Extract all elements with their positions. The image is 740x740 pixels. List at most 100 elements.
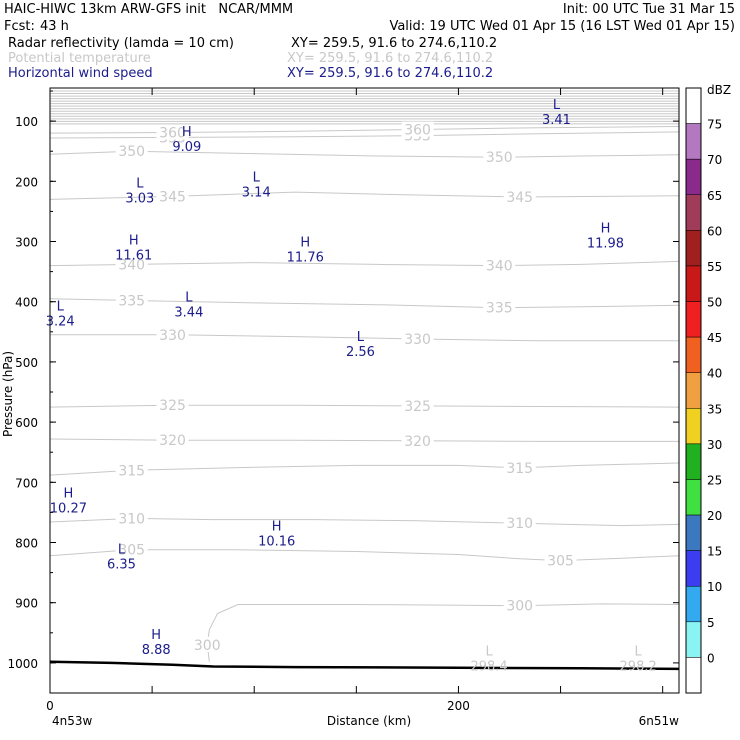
wind-extremum-value: 3.44 [174, 306, 203, 321]
theta-label: 305 [547, 554, 574, 570]
theta-label: 315 [118, 463, 145, 479]
forecast-label: Fcst: [4, 19, 35, 34]
colorbar-label: 55 [707, 260, 722, 274]
valid-time: Valid: 19 UTC Wed 01 Apr 15 (16 LST Wed … [389, 19, 735, 34]
theta-label: 345 [506, 190, 533, 206]
theta-label: 300 [194, 638, 221, 654]
theta-label: 340 [118, 257, 145, 273]
plot-frame [49, 87, 680, 694]
theta-label: 325 [159, 398, 186, 414]
wind-extremum-value: 6.35 [107, 557, 136, 572]
colorbar-label: 35 [707, 402, 722, 416]
colorbar-swatch [685, 194, 702, 231]
theta-label-bg [503, 597, 536, 613]
wind-extremum-letter: H [151, 628, 161, 643]
theta-label: 320 [404, 434, 431, 450]
wind-extremum-value: 10.27 [50, 501, 87, 516]
theta-label-bg [483, 257, 516, 273]
right-endpoint-label: 6n51w [639, 714, 680, 728]
theta-label: 335 [486, 301, 513, 317]
wind-extremum-letter: L [136, 176, 144, 191]
y-tick-label: 900 [15, 597, 38, 611]
theta-label: 360 [159, 126, 186, 142]
colorbar-swatch [685, 87, 702, 124]
y-tick-label: 100 [15, 115, 38, 129]
wind-extremum-letter: H [129, 234, 139, 249]
colorbar-unit: dBZ [707, 83, 731, 97]
field2-name: Potential temperature [8, 51, 151, 66]
wind-extremum-value: 8.88 [142, 643, 171, 658]
theta-label-bg [156, 326, 189, 342]
theta-label-bg [156, 124, 189, 140]
colorbar-label: 0 [707, 651, 715, 665]
plot-axes: 100 200 300 400 500 600 700 800 900 1000 0 200 [7, 87, 680, 713]
theta-label-bg [503, 515, 536, 531]
theta-label-bg [115, 462, 148, 478]
wind-extremum-value: 3.03 [125, 191, 154, 206]
colorbar-label: 60 [707, 224, 722, 238]
y-tick-label: 800 [15, 537, 38, 551]
field1-xy: XY= 259.5, 91.6 to 274.6,110.2 [291, 36, 498, 51]
wind-extremum-letter: H [300, 235, 310, 250]
x-tick-label: 200 [447, 699, 470, 713]
wind-extremum-letter: H [272, 519, 282, 534]
wind-extremum-value: 9.09 [172, 140, 201, 155]
theta-label-bg [544, 552, 577, 568]
theta-label: 360 [404, 123, 431, 139]
theta-label: 335 [118, 294, 145, 310]
colorbar-label: 65 [707, 189, 722, 203]
theta-contour-355 [49, 131, 680, 139]
theta-label: 340 [486, 259, 513, 275]
colorbar-swatch [685, 336, 702, 373]
theta-label: 350 [118, 144, 145, 160]
y-tick-label: 200 [15, 175, 38, 189]
colorbar-label: 75 [707, 118, 722, 132]
colorbar-label: 25 [707, 473, 722, 487]
wind-extremum-value: 11.76 [287, 250, 324, 265]
terrain-layer [49, 660, 680, 671]
wind-extremum-value: 3.24 [46, 315, 75, 330]
theta-contour-325 [49, 404, 680, 408]
field3-xy: XY= 259.5, 91.6 to 274.6,110.2 [287, 66, 494, 81]
extrema-markers: H9.09L3.41L3.03L3.14H11.61H11.76H11.98L3… [46, 98, 657, 675]
theta-label-bg [115, 256, 148, 272]
theta-label-bg [115, 541, 148, 557]
theta-label: 310 [118, 511, 145, 527]
colorbar-swatch [685, 443, 702, 480]
forecast-hours: 43 h [40, 19, 69, 34]
wind-extremum-value: 11.61 [115, 249, 152, 264]
y-tick-label: 600 [15, 416, 38, 430]
colorbar-swatch [685, 550, 702, 587]
theta-label-bg [115, 143, 148, 159]
field3-name: Horizontal wind speed [8, 66, 153, 81]
theta-label-bg [483, 299, 516, 315]
theta-label: 345 [159, 189, 186, 205]
theta-label-bg [401, 397, 434, 413]
wind-extremum-letter: H [63, 486, 73, 501]
theta-extremum-letter: L [485, 645, 493, 660]
contour-labels: 300 300 305 305 310 310 315 315 320 320 325 325 330 3… [115, 121, 577, 654]
colorbar-label: 30 [707, 438, 722, 452]
theta-label-bg [401, 432, 434, 448]
colorbar-swatch [685, 301, 702, 338]
theta-label-bg [115, 292, 148, 308]
colorbar-swatch [685, 621, 702, 658]
theta-label: 305 [118, 543, 145, 559]
init-time: Init: 00 UTC Tue 31 Mar 15 [562, 2, 735, 17]
colorbar-swatch [685, 265, 702, 302]
wind-extremum-letter: L [57, 300, 65, 315]
wind-extremum-letter: L [253, 170, 261, 185]
left-endpoint-label: 4n53w [52, 714, 93, 728]
wind-extremum-letter: H [601, 221, 611, 236]
theta-label: 315 [506, 461, 533, 477]
chart-title: HAIC-HIWC 13km ARW-GFS init NCAR/MMM [4, 2, 294, 17]
x-tick-label: 0 [46, 699, 54, 713]
wind-extremum-value: 11.98 [587, 236, 624, 251]
colorbar-swatch [685, 657, 702, 694]
theta-contours [49, 90, 680, 662]
wind-extremum-letter: L [357, 330, 365, 345]
theta-label: 310 [506, 516, 533, 532]
theta-label: 350 [486, 150, 513, 166]
